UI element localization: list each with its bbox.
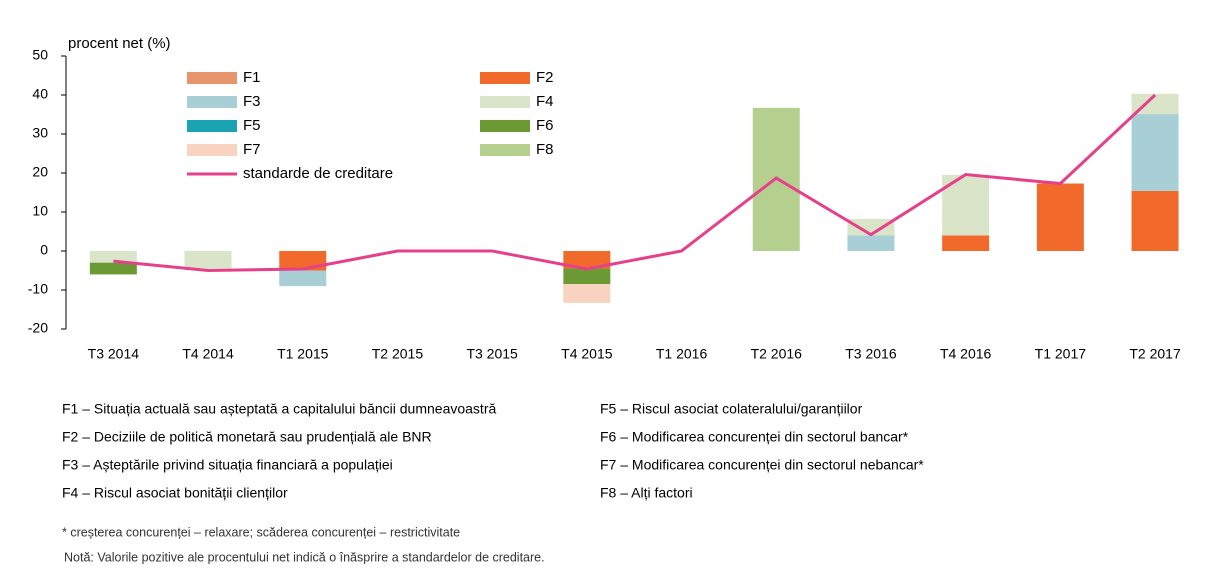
factor-definition: F5 – Riscul asociat colateralului/garanț… xyxy=(600,401,863,417)
legend-swatch xyxy=(480,96,530,108)
x-tick-label: T3 2015 xyxy=(466,346,518,362)
bar-segment xyxy=(184,251,232,269)
bar-segment xyxy=(1036,183,1084,251)
y-tick-label: -20 xyxy=(28,320,48,336)
factor-definition: F8 – Alți factori xyxy=(600,485,693,501)
x-tick-label: T4 2014 xyxy=(182,346,234,362)
legend-swatch xyxy=(187,120,237,132)
factor-definition: F6 – Modificarea concurenței din sectoru… xyxy=(600,429,909,445)
x-tick-label: T1 2017 xyxy=(1035,346,1087,362)
legend-label: F6 xyxy=(536,117,554,134)
footnote: Notă: Valorile pozitive ale procentului … xyxy=(64,550,545,564)
factor-definition: F2 – Deciziile de politică monetară sau … xyxy=(62,429,432,445)
x-tick-label: T1 2015 xyxy=(277,346,329,362)
y-tick-label: 30 xyxy=(32,125,48,141)
bar-segment xyxy=(1131,190,1179,251)
legend-label: F8 xyxy=(536,141,554,158)
bar-segment xyxy=(89,262,137,275)
factor-definition: F3 – Așteptările privind situația financ… xyxy=(62,457,393,473)
legend-label: F2 xyxy=(536,69,554,86)
legend-swatch xyxy=(187,144,237,156)
legend-swatch xyxy=(187,96,237,108)
x-tick-label: T3 2016 xyxy=(845,346,897,362)
bar-segment xyxy=(1131,114,1179,191)
bar-segment xyxy=(563,268,611,285)
bar-segment xyxy=(563,284,611,303)
bar-segment xyxy=(942,235,990,251)
legend-label: F1 xyxy=(243,69,261,86)
factor-definition: F7 – Modificarea concurenței din sectoru… xyxy=(600,457,924,473)
bar-segment xyxy=(1131,93,1179,115)
footnote: * creșterea concurenței – relaxare; scăd… xyxy=(62,525,460,539)
line-series xyxy=(113,93,1157,273)
legend-label: F7 xyxy=(243,141,261,158)
y-tick-label: 10 xyxy=(32,203,48,219)
factor-definition: F4 – Riscul asociat bonității clienților xyxy=(62,485,288,501)
x-tick-label: T4 2015 xyxy=(561,346,613,362)
bar-segment xyxy=(847,219,895,236)
x-tick-label: T2 2017 xyxy=(1129,346,1181,362)
legend-label: standarde de creditare xyxy=(243,165,393,182)
legend-label: F3 xyxy=(243,93,261,110)
legend-swatch xyxy=(480,72,530,84)
bar-segment xyxy=(89,251,137,263)
x-tick-label: T4 2016 xyxy=(940,346,992,362)
legend-swatch xyxy=(480,120,530,132)
y-tick-label: 20 xyxy=(32,164,48,180)
bar-segment xyxy=(563,251,611,269)
x-tick-label: T2 2015 xyxy=(372,346,424,362)
x-tick-label: T2 2016 xyxy=(751,346,803,362)
legend-label: F5 xyxy=(243,117,261,134)
y-tick-label: 0 xyxy=(40,242,48,258)
y-tick-label: 50 xyxy=(32,47,48,63)
y-axis-label: procent net (%) xyxy=(68,35,171,52)
bar-segment xyxy=(847,235,895,251)
x-tick-label: T1 2016 xyxy=(656,346,708,362)
legend-swatch xyxy=(480,144,530,156)
legend-label: F4 xyxy=(536,93,554,110)
x-tick-label: T3 2014 xyxy=(88,346,140,362)
y-tick-label: -10 xyxy=(28,281,48,297)
legend-swatch xyxy=(187,72,237,84)
y-tick-label: 40 xyxy=(32,86,48,102)
factor-definition: F1 – Situația actuală sau așteptată a ca… xyxy=(62,401,496,417)
bar-segment xyxy=(279,270,327,287)
